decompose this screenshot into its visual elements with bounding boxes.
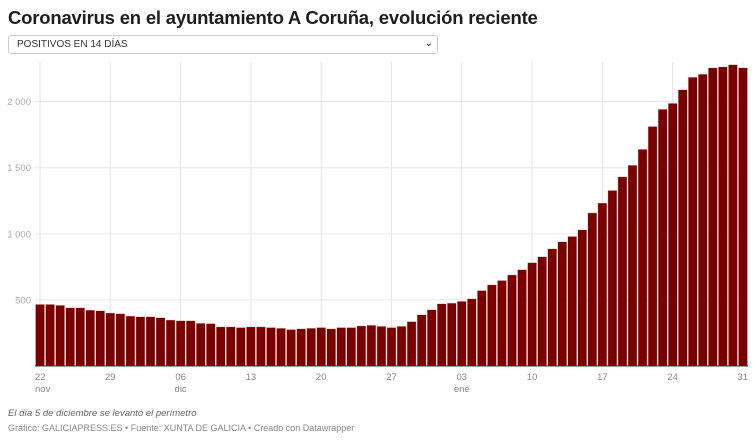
bar: [175, 320, 186, 367]
bar: [326, 328, 336, 367]
bar: [667, 103, 678, 367]
bar: [567, 236, 577, 367]
bar: [396, 326, 407, 367]
x-tick-label: 10: [527, 372, 538, 383]
x-tick-label: 31: [737, 372, 748, 383]
bar: [125, 315, 136, 367]
bar: [607, 190, 618, 367]
bar: [376, 326, 387, 367]
bar: [738, 67, 748, 367]
bar: [336, 327, 347, 367]
bar: [617, 176, 628, 367]
bar: [195, 323, 206, 367]
chevron-down-icon: ⌄: [424, 38, 433, 49]
bar: [597, 202, 608, 367]
bar: [65, 307, 75, 367]
chart-title: Coronavirus en el ayuntamiento A Coruña,…: [8, 7, 538, 28]
bar: [296, 328, 306, 367]
bar: [547, 248, 557, 367]
y-tick-label: 500: [15, 295, 31, 306]
bar: [497, 280, 507, 367]
x-tick-sublabel: dic: [175, 384, 187, 395]
bar: [416, 314, 427, 367]
y-tick-label: 1 000: [7, 229, 31, 240]
bar: [627, 165, 638, 367]
bar: [457, 301, 467, 367]
bar: [507, 274, 517, 367]
bar: [587, 212, 598, 367]
x-tick-sublabel: nov: [35, 384, 51, 395]
bar: [406, 321, 417, 367]
bar: [155, 317, 166, 367]
bar: [346, 327, 357, 367]
bar: [477, 290, 487, 367]
bar: [718, 66, 728, 367]
bar: [55, 305, 65, 367]
bar: [657, 109, 668, 367]
metric-select[interactable]: POSITIVOS EN 14 DÍAS ⌄: [8, 35, 438, 54]
bar: [688, 76, 698, 367]
bar: [266, 327, 276, 367]
bar: [135, 316, 146, 367]
bar: [256, 326, 266, 367]
bar: [286, 329, 296, 367]
bar: [85, 309, 95, 367]
bar: [246, 326, 256, 367]
bar: [206, 323, 216, 367]
bar: [678, 89, 688, 367]
bar: [45, 304, 55, 367]
bar: [647, 126, 658, 367]
bar: [316, 327, 326, 367]
bar: [386, 327, 397, 367]
x-tick-label: 17: [597, 372, 608, 383]
bar: [185, 320, 196, 367]
bar: [527, 262, 537, 367]
chart-notes: El día 5 de diciembre se levantó el perí…: [8, 408, 197, 419]
bar: [226, 326, 236, 367]
x-tick-label: 03: [457, 372, 468, 383]
x-tick-sublabel: ene: [454, 384, 470, 395]
y-tick-label: 1 500: [7, 163, 31, 174]
bar: [356, 325, 367, 367]
bar: [95, 310, 105, 367]
bar: [105, 312, 116, 367]
x-tick-label: 24: [667, 372, 678, 383]
x-tick-label: 20: [316, 372, 327, 383]
bar: [698, 73, 708, 367]
bar: [557, 241, 567, 367]
chart-source: Gráfico: GALICIAPRESS.ES • Fuente: XUNTA…: [8, 423, 355, 433]
x-tick-label: 27: [386, 372, 397, 383]
bar: [637, 149, 648, 367]
bar: [115, 313, 126, 367]
x-tick-label: 29: [105, 372, 116, 383]
bar: [366, 325, 377, 367]
bar: [728, 64, 738, 367]
bar: [487, 284, 497, 367]
bar: [165, 319, 176, 367]
bar: [236, 327, 246, 367]
bar: [537, 256, 547, 367]
bar: [436, 303, 447, 367]
bar: [306, 327, 316, 367]
bar: [276, 327, 286, 367]
bar: [577, 229, 588, 367]
y-tick-label: 2 000: [7, 97, 31, 108]
bar: [145, 316, 156, 367]
bar: [426, 309, 437, 367]
bar: [708, 67, 718, 367]
bar: [75, 307, 85, 367]
bar: [447, 302, 457, 367]
bar: [216, 326, 226, 367]
bar: [35, 304, 45, 367]
x-tick-label: 22: [35, 372, 46, 383]
x-tick-label: 06: [175, 372, 186, 383]
x-tick-label: 13: [246, 372, 257, 383]
bar: [517, 269, 527, 367]
bar: [467, 298, 477, 367]
metric-select-value: POSITIVOS EN 14 DÍAS: [17, 39, 128, 50]
